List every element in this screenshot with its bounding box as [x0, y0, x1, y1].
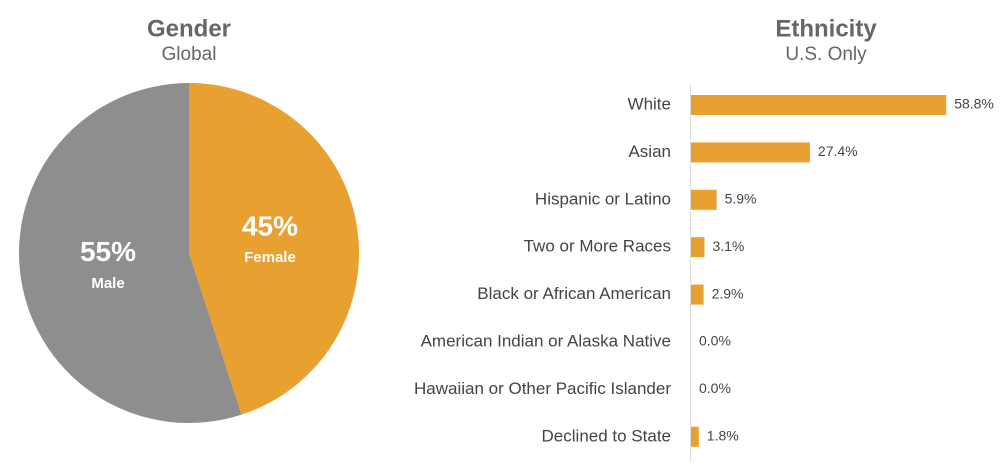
data-label: 2.9%	[712, 285, 744, 301]
y-tick-label: Two or More Races	[524, 237, 671, 256]
bar	[691, 284, 704, 305]
data-label: 0.0%	[699, 380, 731, 396]
bar	[691, 142, 810, 163]
chart-title: Ethnicity	[775, 15, 877, 42]
chart-subtitle: U.S. Only	[785, 44, 867, 65]
data-label: 5.9%	[725, 191, 757, 207]
bar	[691, 189, 717, 210]
data-label: 27.4%	[818, 143, 858, 159]
data-label: 3.1%	[712, 238, 744, 254]
y-tick-label: Hispanic or Latino	[535, 189, 671, 208]
y-tick-label: Black or African American	[477, 284, 671, 303]
slice-value-label: 45%	[242, 211, 298, 242]
pie-slice	[18, 83, 242, 423]
data-label: 1.8%	[707, 428, 739, 444]
y-tick-label: White	[628, 94, 671, 113]
slice-value-label: 55%	[80, 236, 136, 267]
bar	[691, 95, 947, 115]
chart-title: Gender	[147, 15, 231, 42]
y-tick-label: Hawaiian or Other Pacific Islander	[414, 379, 671, 398]
y-tick-label: American Indian or Alaska Native	[421, 331, 671, 350]
data-label: 58.8%	[954, 96, 994, 112]
data-label: 0.0%	[699, 333, 731, 349]
slice-category-label: Male	[91, 275, 124, 292]
y-tick-label: Asian	[628, 142, 671, 161]
bar	[691, 426, 699, 447]
y-tick-label: Declined to State	[542, 426, 671, 445]
slice-category-label: Female	[244, 249, 296, 266]
pie-slice	[189, 83, 359, 415]
bar	[691, 237, 705, 258]
chart-subtitle: Global	[162, 44, 217, 65]
